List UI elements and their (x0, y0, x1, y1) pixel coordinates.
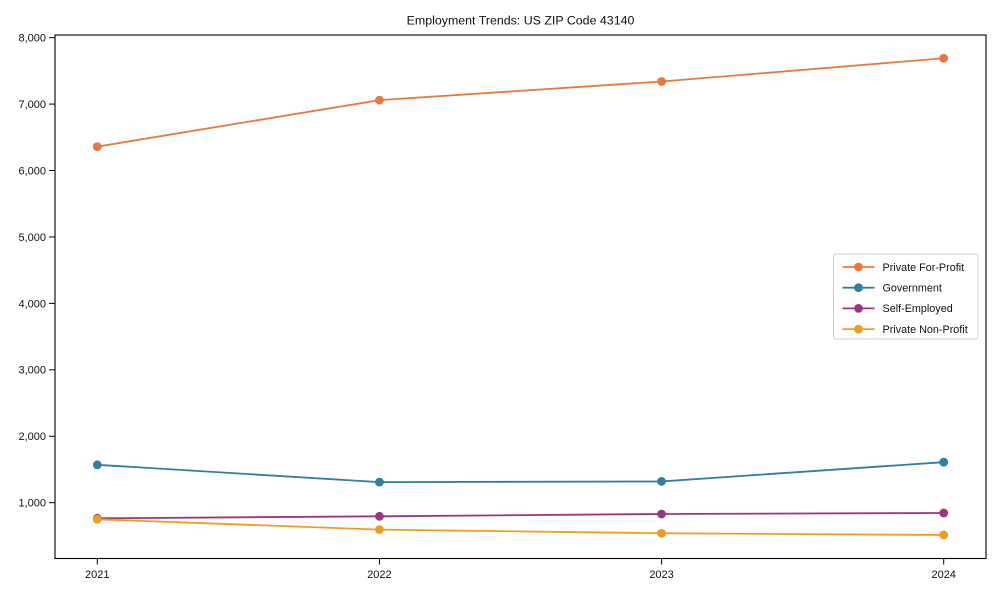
plot-frame (54, 34, 987, 560)
legend-marker-point (854, 283, 863, 293)
data-point (375, 477, 384, 487)
data-point (375, 525, 384, 535)
series-line (96, 518, 945, 536)
legend-marker-point (854, 262, 863, 272)
legend-entry: Private For-Profit (842, 262, 965, 274)
y-tick-label: 1,000 (18, 498, 46, 510)
y-tick-label: 6,000 (18, 165, 46, 177)
x-axis: 2021 2022 2023 2024 (85, 558, 956, 581)
legend: Private For-Profit Government Self-Employe… (833, 253, 979, 340)
plot-border (54, 34, 987, 560)
y-tick-label: 3,000 (18, 365, 46, 377)
data-point (939, 53, 949, 63)
data-point (939, 530, 949, 540)
y-tick-label: 4,000 (18, 298, 46, 310)
chart-title: Employment Trends: US ZIP Code 43140 (407, 14, 635, 28)
series-government (92, 457, 949, 487)
data-point (92, 142, 102, 152)
data-point (375, 511, 384, 521)
y-tick-label: 5,000 (18, 232, 46, 244)
series-line (96, 57, 945, 148)
data-point (375, 95, 384, 105)
data-point (657, 509, 666, 519)
legend-box (833, 253, 979, 340)
legend-label: Private For-Profit (883, 262, 965, 274)
data-point (92, 460, 102, 470)
legend-entry: Government (842, 283, 942, 295)
data-point (657, 477, 666, 486)
legend-label: Self-Employed (883, 303, 953, 315)
y-tick-label: 2,000 (18, 431, 46, 443)
legend-marker-point (854, 304, 863, 313)
x-tick-label: 2023 (649, 569, 673, 581)
data-point (939, 457, 949, 467)
legend-label: Government (883, 283, 942, 295)
series-group (92, 53, 949, 540)
series-self-employed (92, 508, 949, 523)
legend-entry: Private Non-Profit (842, 324, 968, 336)
x-tick-label: 2024 (931, 569, 955, 581)
y-axis: 1,000 2,000 3,000 4,000 5,000 6,000 7,000 8,000 (18, 33, 55, 510)
x-tick-label: 2021 (85, 569, 109, 581)
data-point (657, 528, 666, 538)
legend-label: Private Non-Profit (883, 324, 968, 336)
legend-marker-point (854, 324, 863, 334)
series-private-for-profit (92, 53, 949, 152)
legend-entry: Self-Employed (842, 303, 953, 315)
series-line (96, 512, 945, 520)
x-tick-label: 2022 (367, 569, 391, 581)
series-private-non-profit (92, 514, 949, 540)
y-tick-label: 8,000 (18, 33, 46, 45)
data-point (939, 508, 949, 518)
series-line (96, 461, 945, 484)
data-point (657, 77, 666, 86)
data-point (92, 514, 102, 524)
y-tick-label: 7,000 (18, 99, 46, 111)
